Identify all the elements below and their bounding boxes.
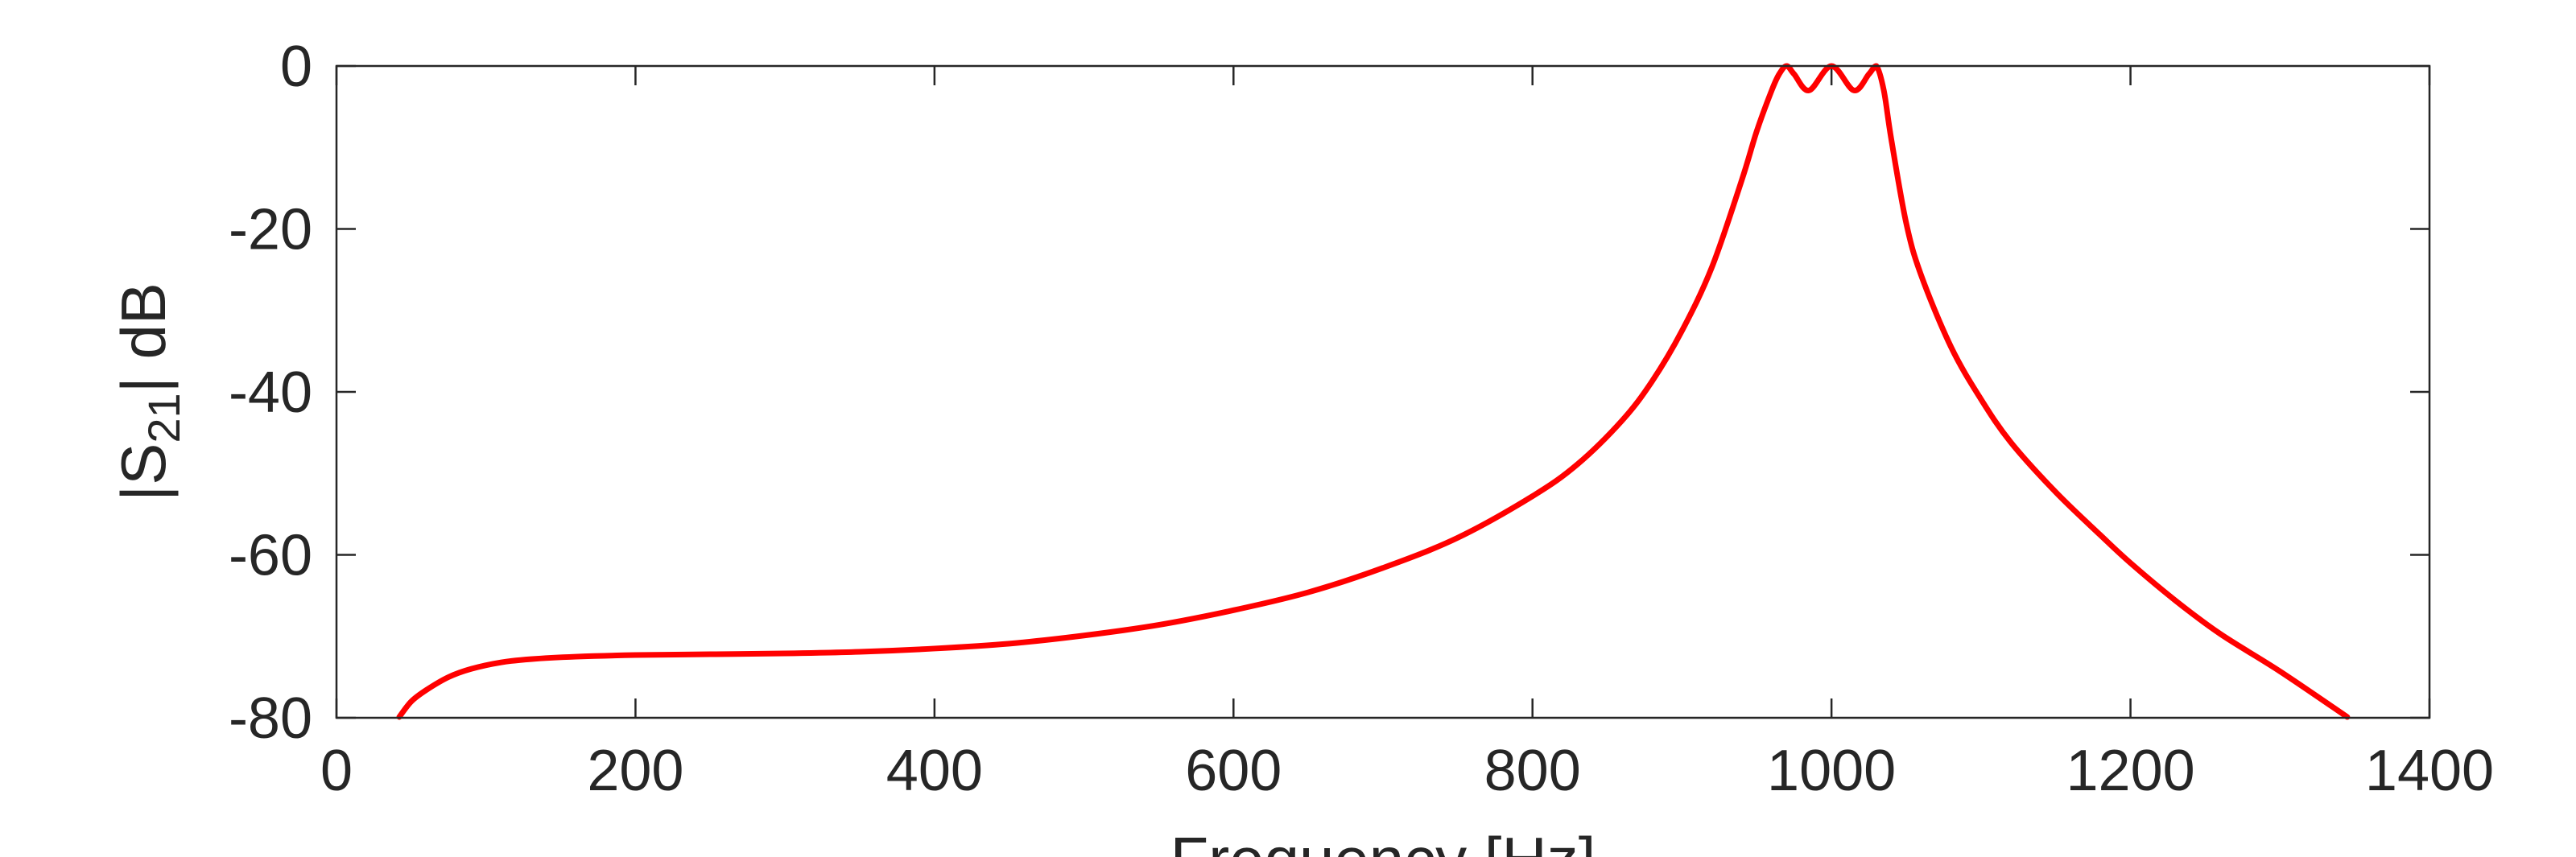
x-tick-label: 200 (587, 739, 683, 803)
y-axis-label: |S21| dB (108, 282, 189, 501)
x-tick-label: 400 (886, 739, 983, 803)
x-tick-label: 1400 (2365, 739, 2494, 803)
plot-frame (335, 64, 2431, 719)
y-tick-label: -60 (229, 524, 312, 588)
y-tick-label: -80 (229, 686, 312, 751)
tick-marks (335, 64, 2431, 719)
x-tick-labels: 0 200 400 600 800 1000 1200 1400 (320, 739, 2494, 803)
y-tick-label: -40 (229, 361, 312, 425)
y-tick-labels: 0 -20 -40 -60 -80 (229, 35, 312, 751)
x-tick-label: 1200 (2066, 739, 2194, 803)
x-tick-label: 0 (320, 739, 353, 803)
x-tick-label: 1000 (1767, 739, 1896, 803)
y-axis-label-suffix: | dB (108, 282, 179, 393)
x-tick-label: 600 (1185, 739, 1282, 803)
x-tick-label: 800 (1484, 739, 1581, 803)
x-axis-label: Frequency [Hz] (1170, 824, 1596, 857)
y-tick-label: -20 (229, 198, 312, 262)
y-axis-label-subscript: 21 (138, 393, 189, 443)
series-line (396, 63, 2351, 720)
y-axis-label-prefix: |S (108, 443, 179, 501)
y-tick-label: 0 (280, 35, 312, 99)
